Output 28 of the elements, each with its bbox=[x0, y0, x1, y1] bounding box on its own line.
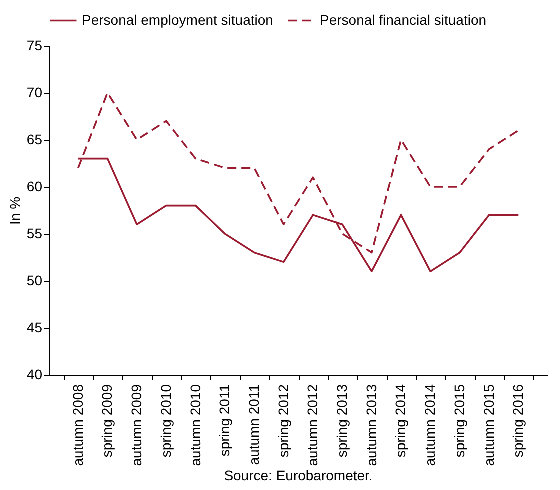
x-tick-label: autumn 2013 bbox=[363, 384, 380, 466]
y-tick-label: 60 bbox=[26, 178, 43, 194]
y-tick-label: 45 bbox=[26, 320, 43, 336]
source-note: Source: Eurobarometer. bbox=[224, 468, 373, 484]
x-tick-label: spring 2010 bbox=[158, 384, 174, 458]
x-tick-label: autumn 2009 bbox=[128, 384, 145, 466]
x-tick-label: autumn 2010 bbox=[187, 384, 204, 466]
x-tick-label: autumn 2012 bbox=[304, 384, 321, 466]
x-tick-label: autumn 2011 bbox=[246, 384, 262, 466]
x-tick-label: autumn 2008 bbox=[70, 384, 86, 466]
x-tick-label: autumn 2014 bbox=[422, 384, 438, 466]
legend-label: Personal financial situation bbox=[320, 12, 487, 28]
x-tick-label: autumn 2015 bbox=[480, 384, 497, 466]
x-tick-label: spring 2011 bbox=[216, 384, 233, 457]
y-tick-label: 50 bbox=[26, 272, 43, 288]
x-tick-label: spring 2013 bbox=[334, 384, 350, 458]
x-tick-label: spring 2012 bbox=[275, 384, 292, 458]
y-tick-label: 65 bbox=[26, 132, 43, 148]
y-tick-label: 40 bbox=[26, 366, 43, 382]
x-tick-label: spring 2009 bbox=[99, 384, 116, 458]
y-tick-label: 70 bbox=[26, 84, 43, 100]
x-tick-label: spring 2016 bbox=[510, 384, 526, 458]
y-tick-label: 55 bbox=[26, 226, 43, 242]
x-tick-label: spring 2015 bbox=[451, 384, 468, 458]
y-axis-title: In % bbox=[6, 196, 23, 226]
y-tick-label: 75 bbox=[26, 38, 43, 54]
x-tick-label: spring 2014 bbox=[392, 384, 409, 458]
legend-label: Personal employment situation bbox=[82, 12, 274, 28]
